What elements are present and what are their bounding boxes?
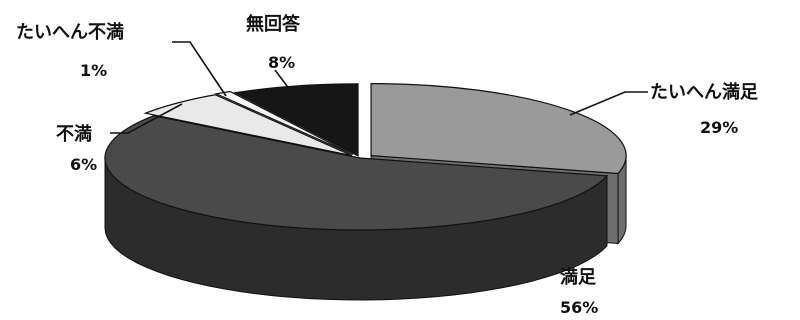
leader-lines (110, 41, 648, 134)
pie-tops (104, 82, 627, 231)
pie-slice-dissatisfied (143, 94, 353, 157)
pie-slice-satisfied (104, 115, 609, 231)
slice-value-very-satisfied: 29% (700, 118, 738, 137)
slice-value-dissatisfied: 6% (70, 155, 97, 174)
slice-label-very-dissatisfied: たいへん不満 (16, 21, 124, 43)
slice-label-satisfied: 満足 (560, 266, 596, 288)
leader-line-no-answer (274, 69, 291, 91)
leader-line-very-dissatisfied (172, 41, 227, 97)
leader-line-very-satisfied (569, 91, 648, 116)
leader-line-dissatisfied (110, 103, 183, 134)
pie-slice-very-satisfied (370, 82, 627, 175)
slice-value-very-dissatisfied: 1% (80, 61, 107, 80)
pie-slice-no-answer (233, 83, 359, 157)
slice-label-very-satisfied: たいへん満足 (650, 81, 758, 103)
slice-label-no-answer: 無回答 (246, 13, 301, 35)
slice-value-no-answer: 8% (268, 53, 295, 72)
slice-value-satisfied: 56% (560, 298, 598, 317)
slice-label-dissatisfied: 不満 (56, 123, 92, 145)
